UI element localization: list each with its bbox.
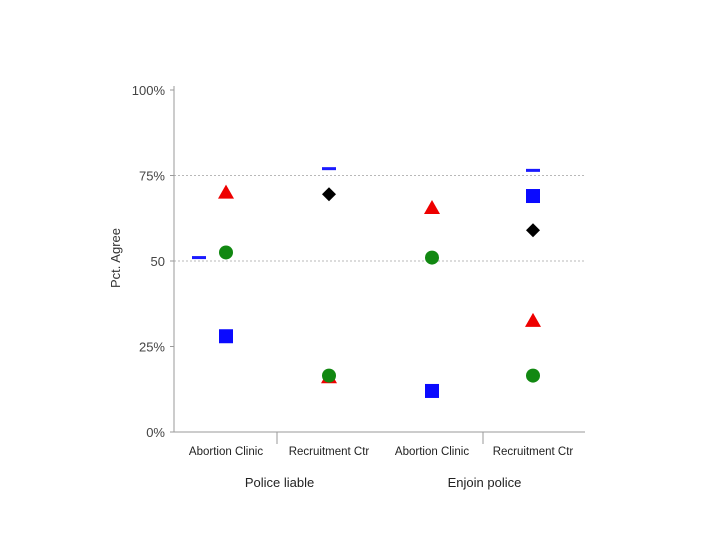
point-triangle: [424, 199, 440, 214]
point-triangle: [218, 184, 234, 199]
point-square: [526, 189, 540, 204]
data-marks: [192, 167, 541, 398]
point-circle: [219, 245, 233, 260]
point-dash: [322, 167, 336, 171]
gridlines: [174, 175, 585, 262]
y-tick-label: 0%: [146, 425, 165, 440]
point-dash: [192, 256, 206, 260]
point-diamond: [526, 223, 540, 238]
point-circle: [322, 368, 336, 383]
y-tick-label: 75%: [139, 169, 165, 184]
axes: [173, 86, 585, 444]
x-group-label: Enjoin police: [448, 475, 522, 490]
point-circle: [526, 368, 540, 383]
x-category-label: Recruitment Ctr: [289, 446, 370, 458]
y-tick-label: 25%: [139, 340, 165, 355]
point-triangle: [525, 312, 541, 327]
y-axis-title: Pct. Agree: [108, 228, 123, 288]
x-category-label: Abortion Clinic: [395, 446, 469, 458]
point-circle: [425, 250, 439, 265]
x-axis-categories: Abortion Clinic Recruitment Ctr Abortion C…: [189, 446, 573, 458]
x-category-label: Recruitment Ctr: [493, 446, 574, 458]
x-group-label: Police liable: [245, 475, 314, 490]
point-dash: [526, 168, 540, 172]
point-square: [219, 329, 233, 344]
y-tick-label: 100%: [132, 83, 166, 98]
point-diamond: [322, 187, 336, 202]
y-tick-label: 50: [151, 254, 165, 269]
x-category-label: Abortion Clinic: [189, 446, 263, 458]
x-axis-groups: Police liable Enjoin police: [245, 475, 522, 490]
y-axis-ticks: 0% 25% 50 75% 100%: [132, 83, 174, 440]
point-square: [425, 383, 439, 398]
